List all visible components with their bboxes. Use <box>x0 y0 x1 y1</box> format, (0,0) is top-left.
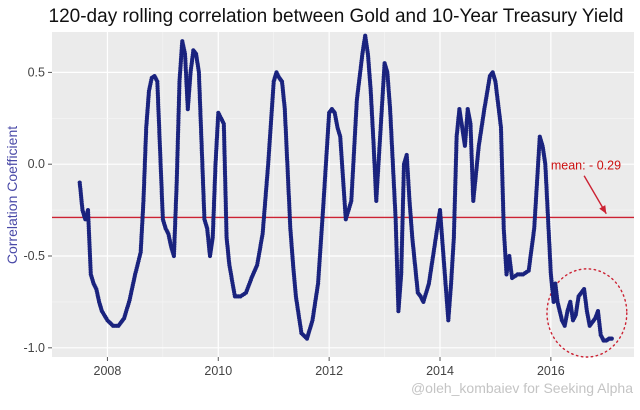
annotation-arrowhead <box>599 205 607 214</box>
x-axis: 2008 2010 2012 2014 2016 <box>94 357 565 378</box>
y-axis-label: Correlation Coefficient <box>4 126 20 264</box>
y-tick-label: -0.5 <box>23 249 45 263</box>
x-tick-label: 2008 <box>94 364 122 378</box>
y-tick-label: 0.0 <box>28 157 45 171</box>
credit-text: @oleh_kombaiev for Seeking Alpha <box>411 380 633 396</box>
data-points <box>77 33 614 343</box>
y-tick-label: -1.0 <box>23 341 45 355</box>
mean-annotation: mean: - 0.29 <box>551 159 621 173</box>
x-tick-label: 2010 <box>204 364 232 378</box>
highlight-circle <box>546 268 628 358</box>
x-tick-label: 2012 <box>315 364 343 378</box>
y-tick-label: 0.5 <box>28 65 45 79</box>
data-point <box>609 336 614 341</box>
x-tick-label: 2016 <box>537 364 565 378</box>
chart-title: 120-day rolling correlation between Gold… <box>49 6 624 27</box>
x-tick-label: 2014 <box>426 364 454 378</box>
y-axis: -1.0 -0.5 0.0 0.5 <box>23 65 52 355</box>
mean-reference <box>52 175 634 358</box>
